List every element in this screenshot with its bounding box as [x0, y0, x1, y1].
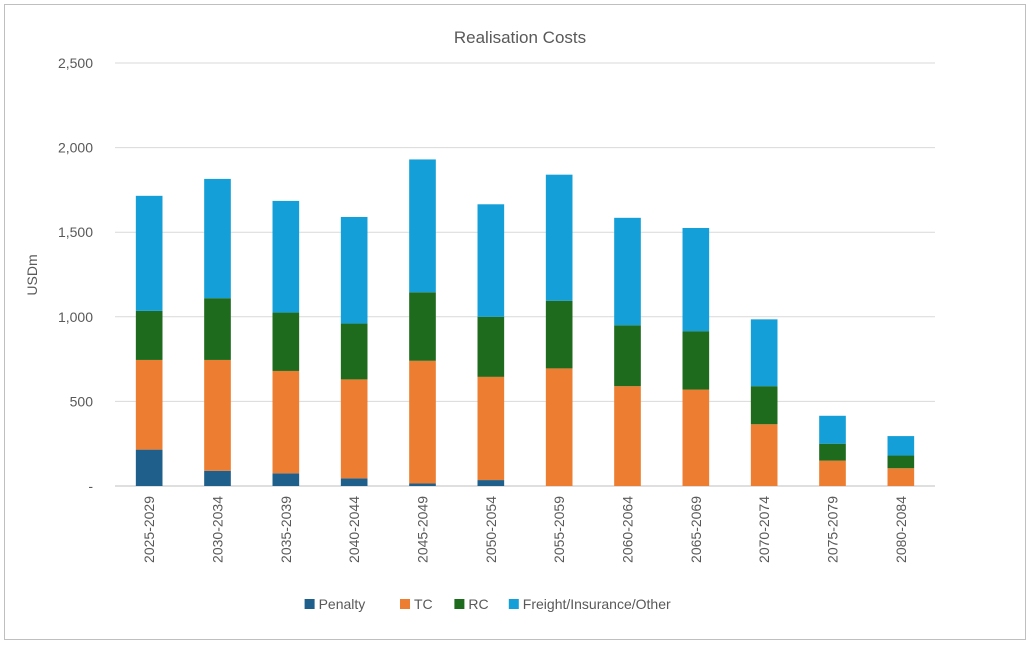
- legend-label: Penalty: [319, 596, 366, 612]
- y-tick-label: 500: [70, 393, 94, 409]
- bar-segment: [887, 436, 915, 456]
- bar-segment: [887, 455, 915, 469]
- bar-segment: [614, 325, 641, 387]
- x-tick-label: 2025-2029: [141, 496, 157, 563]
- bar-segment: [819, 460, 846, 486]
- bar-segment: [409, 483, 436, 486]
- x-tick-label: 2055-2059: [551, 496, 567, 563]
- bar-segment: [340, 478, 368, 486]
- bar-segment: [135, 310, 163, 360]
- legend-label: Freight/Insurance/Other: [523, 596, 671, 612]
- y-axis-label: USDm: [24, 254, 40, 295]
- bar-segment: [272, 200, 300, 313]
- bar-segment: [682, 331, 710, 390]
- bar-segment: [135, 359, 163, 450]
- bar-segment: [135, 449, 163, 486]
- y-tick-label: 2,000: [58, 140, 93, 156]
- x-ticks: 2025-2029 2030-2034 2035-2039 2040-2044 2045…: [141, 496, 909, 563]
- legend: Penalty TC RC Freight/Insurance/Other: [304, 596, 671, 612]
- bar-segment: [819, 415, 846, 444]
- y-tick-label: 1,500: [58, 224, 93, 240]
- bar-segment: [272, 312, 300, 371]
- x-tick-label: 2045-2049: [415, 496, 431, 563]
- bar-segment: [204, 359, 231, 471]
- bar-segment: [340, 379, 368, 479]
- x-tick-label: 2075-2079: [825, 496, 841, 563]
- bar-segment: [204, 178, 231, 299]
- bar-segment: [340, 323, 368, 380]
- x-tick-label: 2050-2054: [483, 496, 499, 563]
- y-tick-label: -: [88, 478, 93, 494]
- x-tick-label: 2070-2074: [756, 496, 772, 563]
- bar-segment: [545, 174, 573, 301]
- bar-segment: [750, 386, 778, 425]
- legend-swatch: [400, 599, 410, 609]
- bar-segment: [204, 470, 231, 486]
- x-tick-label: 2080-2084: [893, 496, 909, 563]
- bar-segment: [887, 468, 915, 486]
- bar-segment: [750, 424, 778, 486]
- bar-segment: [614, 217, 641, 326]
- bar-segment: [340, 216, 368, 324]
- bar-segment: [477, 480, 505, 486]
- bar-segment: [272, 473, 300, 486]
- bar-segment: [477, 204, 505, 317]
- bar-segment: [477, 316, 505, 377]
- legend-swatch: [304, 599, 315, 609]
- x-tick-label: 2030-2034: [210, 496, 226, 563]
- bar-segment: [750, 319, 778, 387]
- x-tick-label: 2065-2069: [688, 496, 704, 563]
- bar-segment: [272, 370, 300, 474]
- bar-segment: [545, 368, 573, 486]
- x-tick-label: 2035-2039: [278, 496, 294, 563]
- bar-segment: [682, 389, 710, 486]
- bar-segment: [477, 376, 505, 481]
- bar-segment: [409, 292, 436, 361]
- y-tick-label: 2,500: [58, 55, 93, 71]
- bar-segment: [409, 159, 436, 293]
- x-tick-label: 2040-2044: [346, 496, 362, 563]
- legend-swatch: [454, 599, 465, 609]
- gridlines: [115, 62, 935, 487]
- chart-title: Realisation Costs: [454, 28, 586, 47]
- y-tick-label: 1,000: [58, 309, 93, 325]
- bar-segment: [545, 300, 573, 369]
- chart-frame: [4, 4, 1026, 640]
- legend-label: TC: [414, 596, 433, 612]
- legend-swatch: [508, 599, 519, 609]
- bar-segment: [409, 360, 436, 484]
- bars: [135, 159, 915, 486]
- bar-segment: [819, 443, 846, 461]
- x-tick-label: 2060-2064: [620, 496, 636, 563]
- bar-segment: [135, 195, 163, 311]
- bar-segment: [682, 227, 710, 332]
- legend-label: RC: [468, 596, 488, 612]
- y-ticks: - 500 1,000 1,500 2,000 2,500: [58, 55, 93, 494]
- bar-segment: [614, 386, 641, 486]
- bar-segment: [204, 298, 231, 360]
